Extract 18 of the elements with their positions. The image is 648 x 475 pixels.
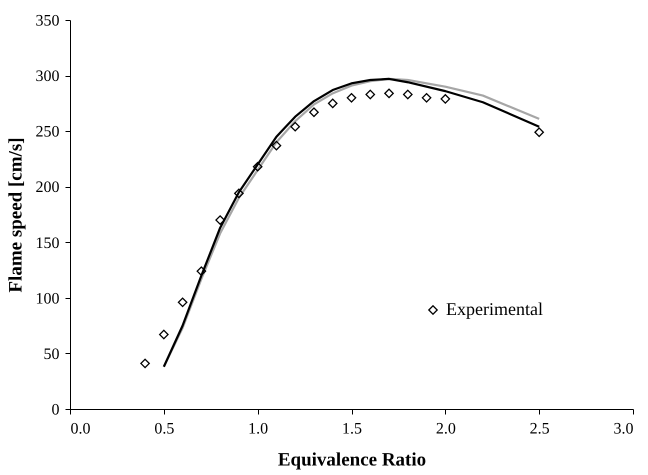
x-tick-label: 2.5 <box>530 420 550 438</box>
y-tick-label: 150 <box>36 234 60 252</box>
x-tick-label: 1.0 <box>248 420 268 438</box>
y-axis-title: Flame speed [cm/s] <box>6 137 26 293</box>
y-tick-label: 0 <box>52 402 60 418</box>
x-tick-label: 2.0 <box>436 420 456 438</box>
x-tick-label: 0.5 <box>154 420 174 438</box>
x-tick-label: 1.5 <box>342 420 362 438</box>
y-tick-label: 50 <box>44 346 60 363</box>
y-tick-label: 250 <box>36 124 60 141</box>
y-tick-label: 100 <box>36 290 60 308</box>
x-tick-label: 3.0 <box>614 420 634 438</box>
legend-label: Experimental <box>446 299 543 319</box>
y-tick-label: 350 <box>36 12 60 30</box>
y-tick-label: 200 <box>36 179 60 196</box>
y-tick-label: 300 <box>36 68 60 86</box>
x-axis-title: Equivalence Ratio <box>278 450 426 470</box>
x-tick-label: 0.0 <box>70 420 90 438</box>
